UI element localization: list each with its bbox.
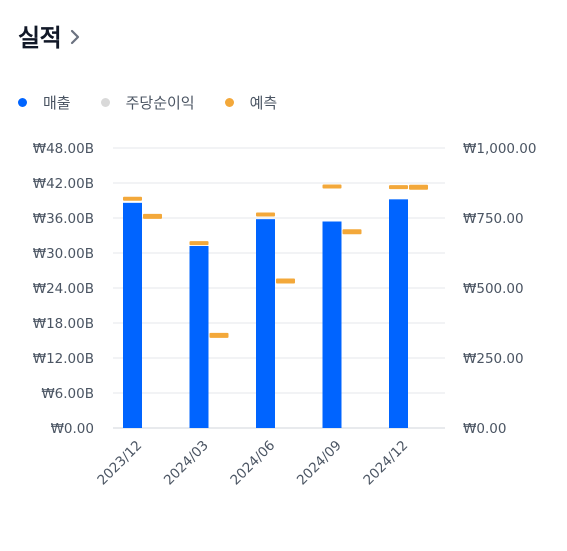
legend-dot-eps bbox=[100, 98, 110, 107]
eps-forecast-marker bbox=[276, 278, 295, 284]
eps-forecast-marker bbox=[409, 184, 428, 190]
right-axis-tick-label: ₩1,000.00 bbox=[463, 141, 536, 157]
section-header[interactable]: 실적 bbox=[18, 18, 81, 53]
eps-forecast-marker bbox=[143, 213, 162, 219]
legend-label-forecast: 예측 bbox=[249, 94, 278, 112]
legend-label-revenue: 매출 bbox=[43, 94, 71, 112]
left-axis-tick-label: ₩0.00 bbox=[51, 421, 94, 437]
left-axis-tick-label: ₩18.00B bbox=[33, 316, 94, 332]
left-axis-tick-label: ₩24.00B bbox=[33, 281, 94, 297]
left-axis-tick-label: ₩12.00B bbox=[33, 351, 94, 367]
legend-label-eps: 주당순이익 bbox=[125, 94, 195, 112]
eps-forecast-marker bbox=[209, 332, 229, 338]
x-axis-tick-label: 2024/09 bbox=[294, 438, 345, 489]
x-axis-tick-label: 2023/12 bbox=[94, 438, 145, 489]
x-axis-tick-label: 2024/06 bbox=[227, 438, 278, 489]
legend-item-eps[interactable]: 주당순이익 bbox=[100, 92, 195, 113]
legend-dot-forecast bbox=[224, 98, 234, 107]
left-axis-tick-label: ₩48.00B bbox=[33, 141, 94, 157]
revenue-forecast-marker bbox=[389, 185, 408, 190]
x-axis-tick-label: 2024/12 bbox=[360, 438, 411, 489]
left-axis-tick-label: ₩42.00B bbox=[33, 176, 94, 192]
chart-legend: 매출 주당순이익 예측 bbox=[18, 92, 307, 113]
page-title: 실적 bbox=[18, 24, 62, 52]
x-axis-tick-label: 2024/03 bbox=[161, 438, 212, 489]
revenue-bar bbox=[256, 219, 275, 428]
revenue-forecast-marker bbox=[189, 241, 209, 246]
legend-item-revenue[interactable]: 매출 bbox=[18, 92, 71, 113]
revenue-forecast-marker bbox=[123, 196, 142, 201]
eps-forecast-marker bbox=[342, 229, 362, 235]
legend-dot-revenue bbox=[18, 98, 27, 107]
legend-item-forecast[interactable]: 예측 bbox=[224, 92, 278, 113]
left-axis-tick-label: ₩6.00B bbox=[41, 386, 94, 402]
right-axis-tick-label: ₩0.00 bbox=[463, 421, 506, 437]
left-axis-tick-label: ₩30.00B bbox=[33, 246, 94, 262]
chevron-right-icon bbox=[71, 29, 80, 45]
right-axis-tick-label: ₩250.00 bbox=[463, 351, 524, 367]
right-axis-tick-label: ₩500.00 bbox=[463, 281, 524, 297]
revenue-bar bbox=[189, 246, 209, 428]
revenue-forecast-marker bbox=[256, 212, 275, 217]
revenue-bar bbox=[322, 221, 342, 428]
revenue-bar bbox=[389, 199, 408, 428]
revenue-forecast-marker bbox=[322, 184, 342, 189]
left-axis-tick-label: ₩36.00B bbox=[33, 211, 94, 227]
revenue-bar bbox=[123, 202, 142, 428]
right-axis-tick-label: ₩750.00 bbox=[463, 211, 524, 227]
